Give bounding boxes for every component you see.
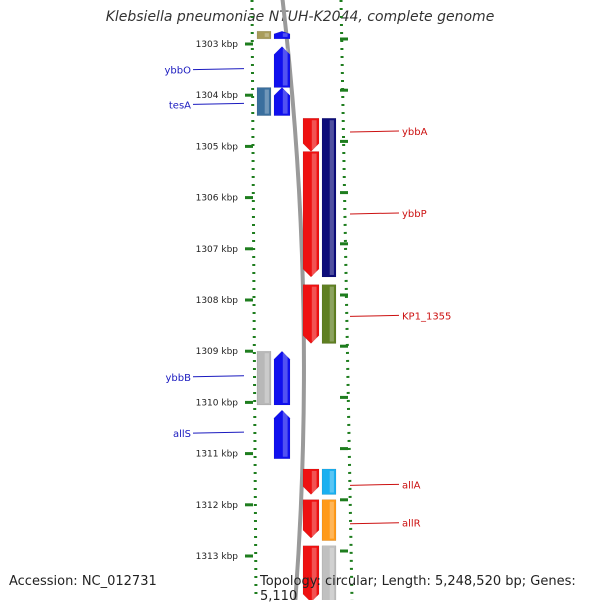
tick-label: 1303 kbp bbox=[196, 40, 239, 50]
right-gene-label: ybbA bbox=[402, 127, 428, 138]
right-gene-label: allA bbox=[402, 480, 421, 491]
left-label-leader bbox=[192, 375, 245, 378]
gene-highlight bbox=[311, 501, 317, 537]
right-label-leader bbox=[349, 212, 400, 215]
gene-highlight bbox=[264, 89, 269, 114]
gene-block bbox=[302, 468, 320, 495]
right-label-leader bbox=[349, 522, 400, 525]
gene-highlight bbox=[329, 547, 334, 600]
gene-highlight bbox=[329, 501, 334, 539]
left-gene-label: ybbO bbox=[165, 66, 192, 77]
tick-label: 1311 kbp bbox=[196, 450, 239, 460]
gene-highlight bbox=[311, 470, 317, 493]
gene-highlight bbox=[311, 120, 317, 150]
gene-block bbox=[302, 499, 320, 539]
tick-label: 1313 kbp bbox=[196, 552, 239, 562]
gene-highlight bbox=[282, 89, 288, 114]
gene-block bbox=[321, 468, 337, 495]
gene-highlight bbox=[329, 120, 334, 275]
right-gene-label: ybbP bbox=[402, 209, 427, 220]
right-label-leader bbox=[349, 314, 400, 317]
left-gene-label: ybbB bbox=[166, 373, 192, 384]
gene-highlight bbox=[311, 547, 317, 600]
gene-highlight bbox=[311, 286, 317, 342]
gene-block bbox=[273, 30, 291, 40]
right-gene-label: allR bbox=[402, 519, 421, 530]
gene-highlight bbox=[282, 353, 288, 403]
left-gene-label: allS bbox=[173, 429, 191, 440]
gene-block bbox=[256, 350, 272, 406]
gene-block bbox=[302, 117, 320, 152]
gene-highlight bbox=[282, 412, 288, 457]
tick-label: 1308 kbp bbox=[196, 296, 239, 306]
gene-block bbox=[321, 284, 337, 344]
gene-highlight bbox=[264, 33, 269, 37]
tick-label: 1309 kbp bbox=[196, 347, 239, 357]
right-label-leader bbox=[349, 483, 400, 486]
gene-highlight bbox=[282, 48, 288, 86]
gene-block bbox=[273, 87, 291, 116]
gene-block bbox=[302, 545, 320, 600]
right-gene-label: KP1_1355 bbox=[402, 311, 451, 322]
gene-highlight bbox=[329, 286, 334, 342]
gene-block bbox=[273, 46, 291, 88]
gene-block bbox=[302, 151, 320, 278]
tick-label: 1304 kbp bbox=[196, 91, 239, 101]
gene-block bbox=[273, 409, 291, 459]
gene-block bbox=[273, 350, 291, 406]
tick-label: 1310 kbp bbox=[196, 398, 239, 408]
right-label-leader bbox=[349, 130, 400, 133]
gene-highlight bbox=[329, 470, 334, 493]
left-label-leader bbox=[192, 102, 245, 105]
gene-block bbox=[321, 117, 337, 278]
gene-block bbox=[256, 30, 272, 40]
tick-label: 1307 kbp bbox=[196, 245, 239, 255]
left-label-leader bbox=[192, 68, 245, 71]
tick-label: 1305 kbp bbox=[196, 142, 239, 152]
gene-layer bbox=[256, 30, 337, 600]
tick-layer: 1303 kbp 1304 kbp 1305 kbp 1306 kbp 1307 kbp… bbox=[196, 37, 348, 562]
genome-title: Klebsiella pneumoniae NTUH-K2044, comple… bbox=[105, 9, 495, 25]
tick-label: 1306 kbp bbox=[196, 194, 239, 204]
gene-highlight bbox=[282, 33, 288, 37]
gene-block bbox=[302, 284, 320, 344]
left-gene-label: tesA bbox=[169, 100, 191, 111]
label-layer: ybbO tesA ybbB allS ybbA ybbP KP1_1355 allA allR bbox=[165, 66, 452, 530]
gene-highlight bbox=[264, 353, 269, 403]
left-label-leader bbox=[192, 431, 245, 434]
accession-text: Accession: NC_012731 bbox=[9, 574, 157, 589]
gene-block bbox=[321, 545, 337, 600]
gene-block bbox=[321, 499, 337, 541]
gene-block bbox=[256, 87, 272, 116]
tick-label: 1312 kbp bbox=[196, 501, 239, 511]
gene-highlight bbox=[311, 153, 317, 275]
